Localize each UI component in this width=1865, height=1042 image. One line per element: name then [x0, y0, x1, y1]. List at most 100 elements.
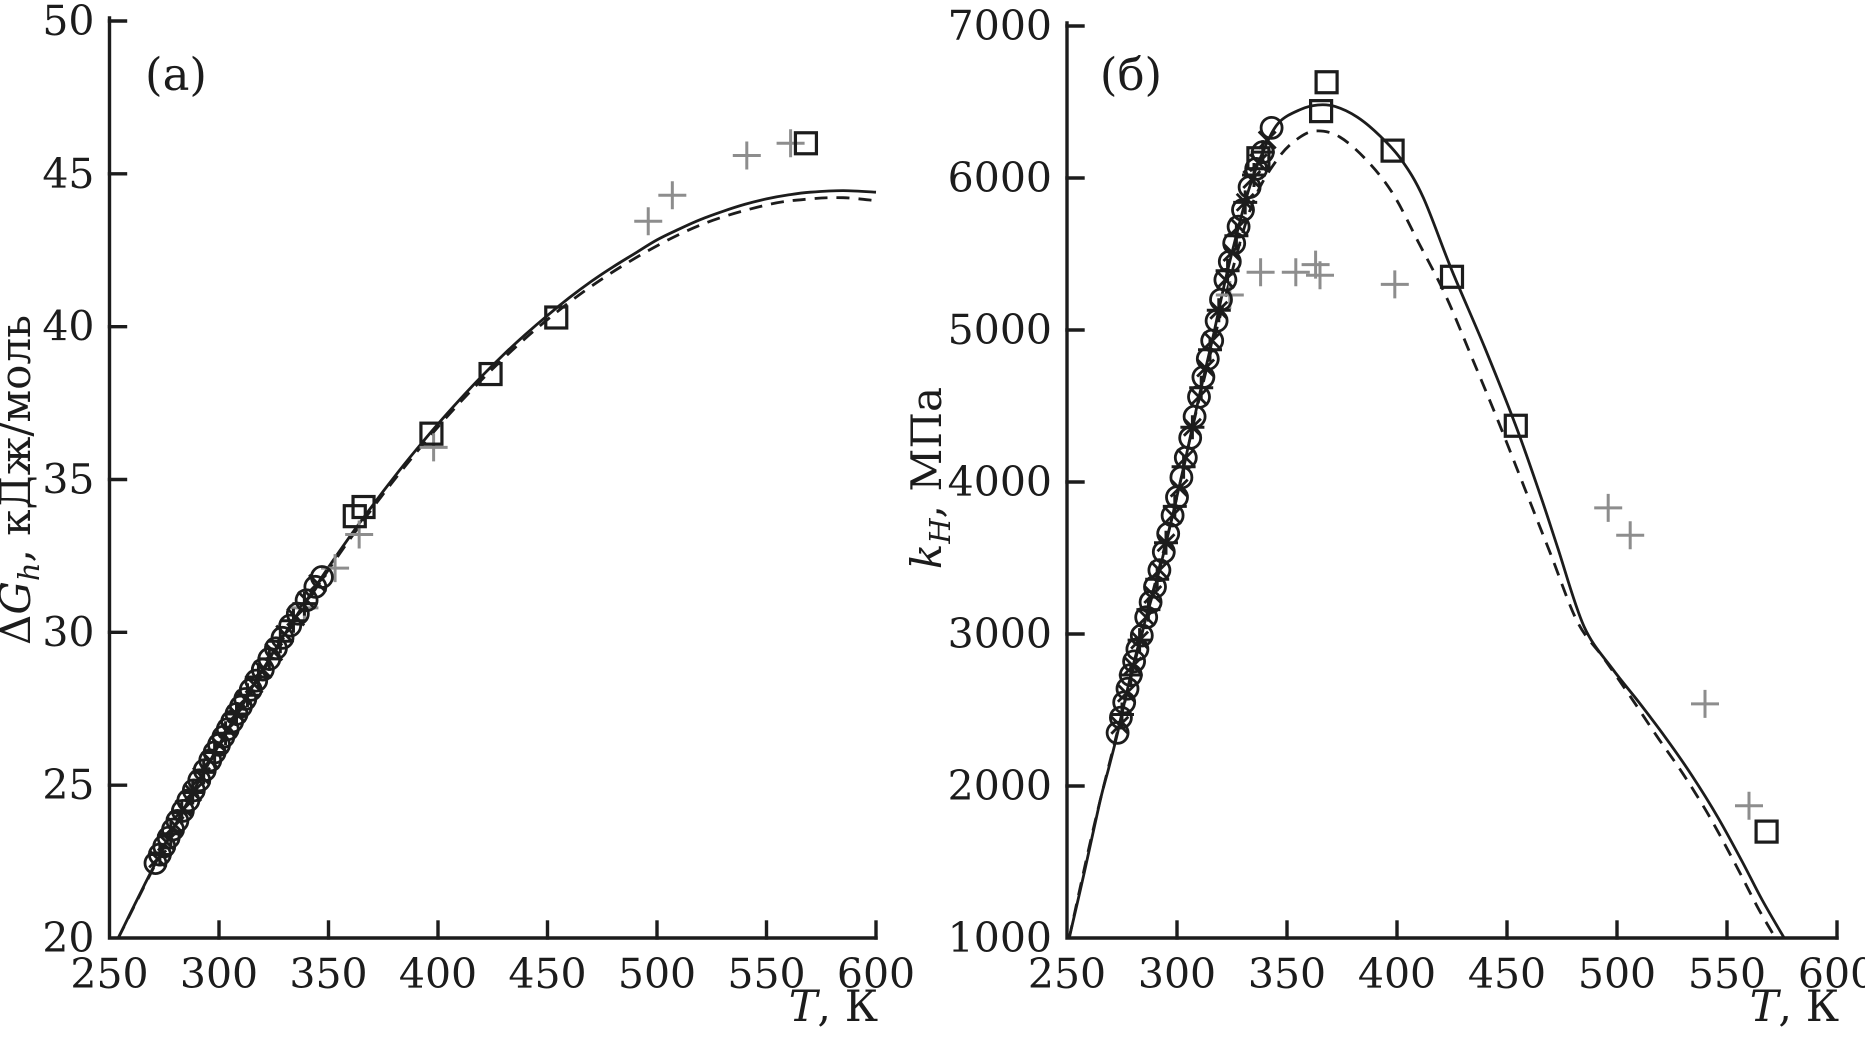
y-tick-label: 30	[42, 608, 94, 656]
plus-marker	[1110, 702, 1134, 727]
panel-a: 250 300 350 400 450 500 550 600 20 25 30 35 40 45 50 T,…	[0, 0, 915, 1032]
x-marker	[235, 689, 255, 709]
plus-marker	[1145, 567, 1170, 592]
plus-marker	[1215, 258, 1240, 283]
plus-marker	[1594, 493, 1623, 522]
plus-marker	[224, 701, 249, 726]
x-marker	[191, 766, 211, 786]
x-marker	[1229, 217, 1249, 237]
x-tick-label: 450	[508, 950, 586, 998]
y-tick-label: 4000	[948, 458, 1052, 506]
series-squares	[342, 131, 819, 529]
square-marker	[1754, 819, 1779, 844]
plus-marker	[1118, 663, 1143, 688]
plus-marker	[1180, 415, 1205, 440]
y-tick-label: 3000	[948, 610, 1052, 658]
curve-dashed	[117, 196, 877, 939]
x-tick-label: 550	[727, 950, 805, 998]
circle-marker	[1122, 649, 1146, 674]
x-tick-label: 500	[1578, 950, 1656, 998]
series-plus-marks	[147, 591, 317, 867]
circle-marker	[1134, 605, 1159, 630]
series-gray-plus	[1215, 250, 1763, 820]
x-marker	[1116, 683, 1136, 703]
series-gray-plus	[290, 129, 805, 622]
plus-marker	[776, 129, 805, 158]
y-tick-label: 50	[42, 0, 94, 45]
circle-marker	[1259, 115, 1284, 140]
y-axis-title: kH, МПа	[902, 387, 957, 569]
plus-marker	[1306, 261, 1334, 290]
plus-marker	[1171, 454, 1196, 479]
plus-marker	[1242, 162, 1266, 187]
plus-marker	[213, 721, 238, 746]
square-marker	[419, 421, 444, 446]
circle-marker	[278, 613, 303, 638]
x-tick-label: 450	[1468, 950, 1546, 998]
plus-marker	[419, 433, 448, 462]
plus-marker	[1250, 140, 1275, 165]
plus-marker	[180, 780, 205, 805]
x-marker	[1149, 560, 1169, 580]
plus-marker	[1616, 521, 1645, 550]
tick-labels: 250 300 350 400 450 500 550 600 20 25 30 35 40 45 50	[42, 0, 915, 998]
square-marker	[1439, 264, 1465, 289]
x-tick-label: 250	[70, 950, 148, 998]
plus-marker	[1380, 270, 1409, 299]
series-plus-marks	[1110, 140, 1275, 727]
x-axis-title: T, К	[1750, 982, 1839, 1032]
y-tick-label: 2000	[948, 762, 1052, 810]
series-squares	[1246, 70, 1779, 844]
plus-marker	[268, 629, 293, 654]
plus-marker	[169, 800, 194, 825]
x-marker	[1176, 448, 1196, 468]
x-axis-title: T, К	[789, 982, 878, 1032]
y-tick-label: 35	[42, 456, 94, 504]
plus-marker	[345, 520, 374, 549]
plus-marker	[1206, 298, 1231, 323]
plus-marker	[1127, 628, 1152, 653]
x-tick-label: 400	[399, 950, 477, 998]
plus-marker	[1136, 597, 1161, 622]
plus-marker	[246, 664, 271, 689]
y-tick-label: 20	[42, 914, 94, 962]
x-marker	[1123, 656, 1143, 676]
y-tick-label: 40	[42, 303, 94, 351]
square-marker	[544, 305, 569, 330]
plus-marker	[658, 181, 687, 210]
x-marker	[1110, 715, 1130, 735]
x-tick-label: 300	[180, 950, 258, 998]
y-tick-label: 5000	[948, 306, 1052, 354]
plus-marker	[1189, 375, 1214, 400]
plus-marker	[292, 591, 317, 616]
x-marker	[218, 719, 238, 739]
panel-b: 250 300 350 400 450 500 550 600 1000 2000 3000 4000…	[902, 2, 1865, 1032]
y-tick-label: 7000	[948, 2, 1052, 50]
plus-marker	[257, 646, 282, 671]
x-tick-label: 550	[1688, 950, 1766, 998]
x-marker	[1202, 331, 1222, 351]
square-marker	[351, 494, 376, 520]
plus-marker	[1735, 791, 1763, 820]
x-tick-label: 400	[1358, 950, 1436, 998]
y-tick-label: 1000	[948, 914, 1052, 962]
panel-label: (a)	[145, 48, 207, 101]
plus-marker	[202, 740, 227, 765]
y-axis-title: ΔGh, кДж/моль	[0, 315, 46, 645]
square-marker	[1246, 146, 1271, 171]
x-tick-label: 600	[837, 950, 915, 998]
x-marker	[1215, 270, 1235, 290]
plus-marker	[235, 683, 260, 708]
y-tick-label: 25	[42, 761, 94, 809]
plus-marker	[147, 842, 172, 867]
square-marker	[1380, 138, 1405, 163]
x-marker	[1257, 130, 1277, 150]
axes	[1065, 21, 1839, 940]
x-marker	[1189, 387, 1209, 407]
tick-labels: 250 300 350 400 450 500 550 600 1000 2000 3000 4000…	[948, 2, 1865, 998]
circle-marker	[1129, 623, 1154, 648]
x-marker	[308, 573, 328, 593]
square-marker	[1503, 413, 1528, 438]
plus-marker	[191, 760, 216, 785]
square-marker	[1314, 70, 1339, 95]
